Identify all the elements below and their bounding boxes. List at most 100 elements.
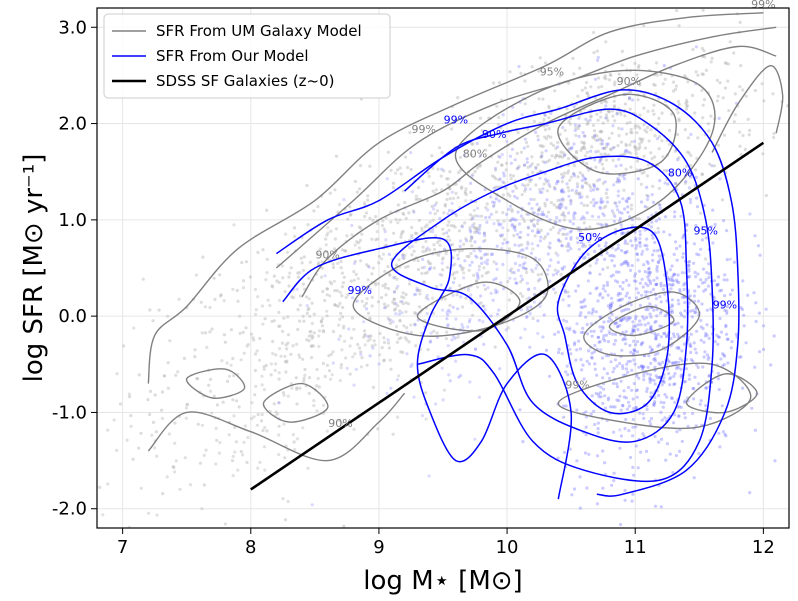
scatter-point	[696, 272, 700, 276]
scatter-point	[666, 276, 670, 280]
scatter-point	[597, 395, 601, 399]
scatter-point	[310, 321, 314, 326]
scatter-point	[565, 319, 569, 324]
scatter-point	[513, 243, 517, 247]
scatter-point	[701, 116, 705, 120]
scatter-point	[451, 293, 455, 297]
scatter-point	[615, 270, 619, 274]
scatter-point	[470, 260, 474, 264]
scatter-point	[538, 169, 542, 173]
scatter-point	[586, 94, 591, 98]
scatter-point	[298, 386, 302, 390]
scatter-point	[481, 320, 485, 324]
scatter-point	[581, 300, 585, 304]
scatter-point	[528, 164, 533, 168]
scatter-point	[310, 503, 314, 507]
scatter-point	[479, 294, 483, 298]
scatter-point	[687, 267, 691, 271]
um-contour-line	[147, 392, 406, 462]
scatter-point	[606, 153, 611, 157]
scatter-point	[450, 201, 454, 205]
scatter-point	[563, 153, 567, 157]
scatter-point	[463, 190, 467, 194]
scatter-point	[436, 167, 440, 171]
scatter-point	[454, 317, 458, 321]
scatter-point	[493, 168, 498, 172]
scatter-point	[631, 425, 635, 429]
scatter-point	[632, 473, 636, 477]
scatter-point	[365, 363, 369, 367]
scatter-point	[590, 356, 594, 360]
scatter-point	[583, 86, 587, 90]
scatter-point	[598, 158, 602, 162]
scatter-point	[520, 294, 525, 298]
scatter-point	[621, 262, 625, 266]
scatter-point	[538, 188, 542, 192]
scatter-point	[335, 304, 339, 308]
scatter-point	[646, 308, 650, 312]
scatter-point	[615, 364, 619, 368]
scatter-point	[676, 332, 680, 336]
scatter-point	[662, 379, 666, 383]
scatter-point	[171, 465, 175, 469]
scatter-point	[604, 145, 609, 149]
scatter-point	[616, 293, 620, 297]
scatter-point	[401, 256, 405, 260]
scatter-point	[229, 328, 233, 332]
scatter-point	[597, 340, 601, 344]
scatter-point	[715, 78, 720, 82]
scatter-point	[428, 211, 432, 215]
scatter-point	[519, 71, 523, 75]
scatter-point	[365, 297, 369, 301]
scatter-point	[526, 183, 530, 187]
scatter-point	[594, 310, 598, 314]
scatter-point	[591, 135, 595, 139]
scatter-point	[604, 100, 609, 104]
scatter-point	[132, 326, 136, 330]
scatter-point	[674, 84, 679, 88]
scatter-point	[605, 196, 609, 200]
scatter-point	[583, 177, 587, 181]
scatter-point	[488, 143, 492, 147]
scatter-point	[262, 365, 266, 369]
scatter-point	[629, 303, 633, 307]
scatter-point	[616, 189, 621, 193]
scatter-point	[630, 264, 634, 268]
scatter-point	[474, 279, 479, 283]
scatter-point	[621, 317, 625, 322]
scatter-point	[522, 163, 527, 167]
scatter-point	[595, 112, 599, 116]
scatter-point	[649, 315, 653, 319]
scatter-point	[232, 414, 236, 418]
scatter-point	[715, 99, 720, 103]
scatter-point	[371, 346, 375, 350]
scatter-point	[552, 143, 556, 148]
scatter-point	[593, 158, 597, 162]
scatter-point	[444, 252, 448, 256]
scatter-point	[544, 348, 549, 352]
scatter-point	[321, 317, 325, 321]
scatter-point	[700, 172, 704, 176]
scatter-point	[642, 374, 646, 378]
scatter-point	[515, 232, 520, 236]
scatter-point	[616, 194, 620, 198]
scatter-point	[616, 208, 620, 212]
scatter-point	[726, 337, 730, 341]
scatter-point	[535, 263, 539, 267]
scatter-point	[530, 155, 534, 159]
scatter-point	[672, 190, 676, 194]
scatter-point	[594, 150, 598, 154]
scatter-point	[576, 284, 581, 288]
scatter-point	[562, 450, 567, 455]
scatter-point	[703, 334, 708, 338]
scatter-point	[428, 340, 432, 344]
scatter-point	[524, 187, 528, 191]
scatter-point	[284, 232, 288, 236]
scatter-point	[650, 157, 654, 161]
scatter-point	[599, 152, 603, 156]
scatter-point	[629, 127, 633, 132]
scatter-point	[678, 244, 682, 248]
scatter-point	[638, 233, 642, 237]
contour-label: 50%	[578, 231, 602, 244]
scatter-point	[460, 185, 464, 189]
